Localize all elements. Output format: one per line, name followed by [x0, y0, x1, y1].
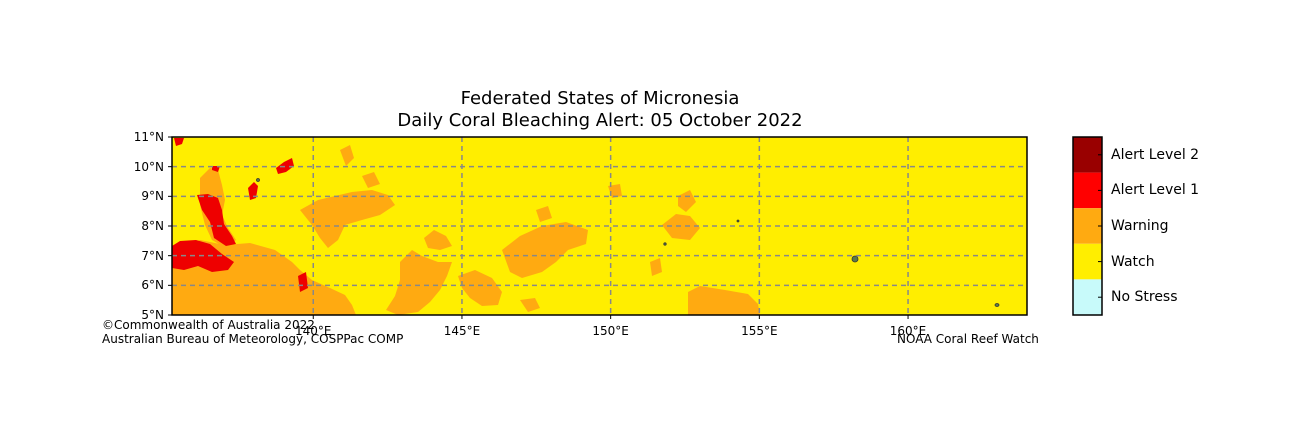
legend-colorbar: [1072, 136, 1103, 316]
alert-region-small-2: [212, 166, 220, 172]
credit-noaa: NOAA Coral Reef Watch: [897, 332, 1039, 346]
warning-region-north-central: [300, 190, 395, 248]
land-masses: [256, 178, 1000, 307]
legend-frame: [1072, 136, 1103, 316]
x-tick-label: 150°E: [592, 324, 629, 338]
y-tick-label: 6°N: [141, 278, 164, 293]
chart-title: Federated States of Micronesia: [460, 88, 740, 109]
warning-region-east-small: [678, 190, 696, 212]
y-tick-label: 11°N: [133, 130, 164, 144]
legend-label: Alert Level 2: [1111, 146, 1200, 163]
warning-region-central-west: [386, 250, 452, 315]
warning-region-small-2: [608, 184, 622, 198]
warning-region-small-7: [536, 206, 552, 222]
y-tick-label: 9°N: [141, 189, 164, 204]
legend-swatch: [1073, 172, 1102, 209]
legend-swatch: [1073, 208, 1102, 244]
legend-label: Alert Level 1: [1111, 182, 1200, 199]
x-tick-label: 155°E: [741, 324, 778, 338]
x-tick-label: 145°E: [443, 324, 481, 338]
warning-region-small-4: [340, 145, 354, 166]
legend-label: Watch: [1111, 253, 1155, 270]
gridlines: [172, 137, 1027, 315]
alert-region-small: [298, 272, 308, 292]
warning-region-southeast: [688, 286, 760, 315]
x-tick-label: 140°E: [295, 324, 332, 338]
x-tick-label: 160°E: [889, 324, 927, 338]
map-frame: [171, 136, 1028, 316]
island-small-1: [256, 178, 260, 182]
legend-label: No Stress: [1111, 289, 1178, 306]
warning-region-small-6: [650, 258, 662, 276]
warning-region-south-central: [458, 270, 502, 306]
warning-regions: [172, 145, 760, 315]
y-tick-label: 7°N: [141, 248, 164, 263]
warning-region-east-cluster: [662, 214, 700, 240]
alert-region-corner: [174, 138, 184, 146]
warning-region-small-5: [362, 172, 380, 188]
alert-region-west-2: [197, 194, 236, 246]
credit-bureau: Australian Bureau of Meteorology, COSPPa…: [102, 332, 404, 346]
legend-label: Warning: [1111, 218, 1169, 234]
alert-region-north-1: [248, 182, 258, 200]
y-tick-label: 10°N: [133, 159, 164, 174]
legend-swatch: [1073, 243, 1102, 280]
y-tick-label: 8°N: [141, 219, 164, 233]
credit-copyright: ©Commonwealth of Australia 2022: [102, 318, 315, 332]
y-tick-label: 5°N: [141, 308, 164, 322]
island-small-3: [736, 219, 740, 223]
island-small-2: [663, 242, 667, 246]
legend-swatch: [1073, 279, 1102, 315]
chart-subtitle: Daily Coral Bleaching Alert: 05 October …: [397, 110, 803, 131]
warning-region-small-1: [424, 230, 452, 250]
island-pohnpei: [851, 255, 859, 263]
warning-region-small-3: [520, 298, 540, 312]
legend-swatch: [1073, 137, 1102, 173]
warning-region-central: [502, 222, 588, 278]
island-kosrae: [994, 303, 1000, 307]
